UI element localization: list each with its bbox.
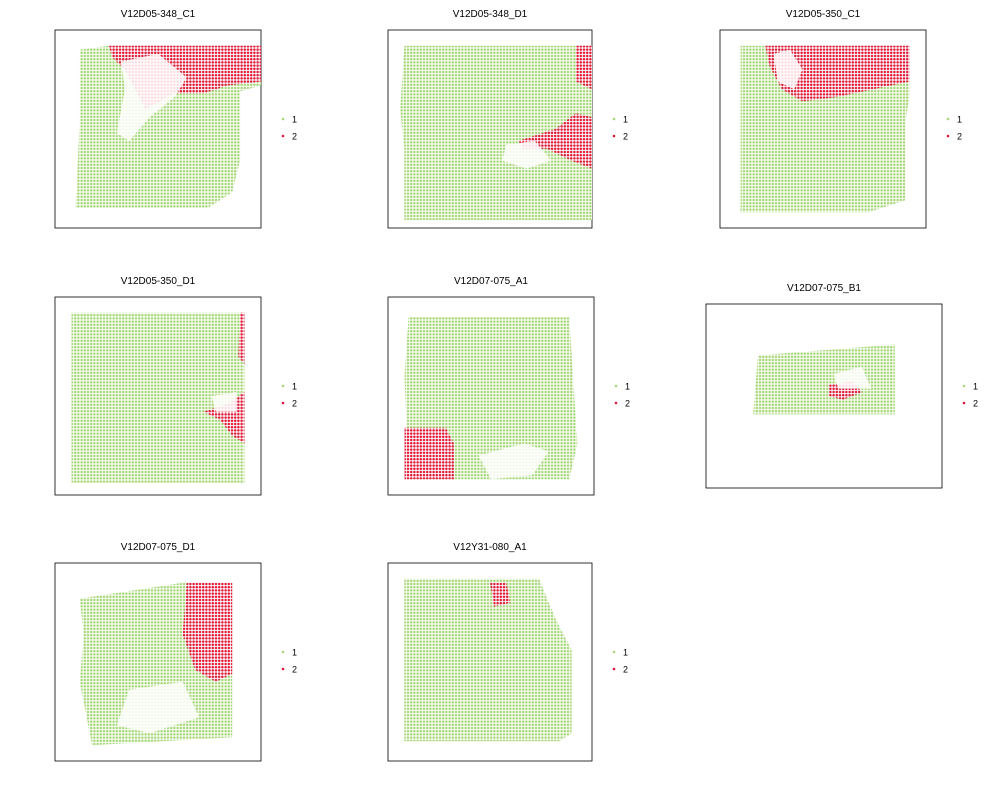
panel-1: V12D05-348_D1 1 2 <box>387 9 628 229</box>
panel-0: V12D05-348_C1 1 2 <box>54 9 297 229</box>
panel-2: V12D05-350_C1 1 2 <box>719 9 962 229</box>
legend-label-2: 2 <box>292 399 297 409</box>
legend-label-2: 2 <box>957 132 962 142</box>
panel-4: V12D07-075_A1 1 2 <box>387 276 630 496</box>
legend-label-1: 1 <box>292 382 297 392</box>
legend-label-2: 2 <box>292 665 297 675</box>
legend-key-1 <box>946 117 950 121</box>
panel-frame <box>387 562 593 762</box>
legend-label-1: 1 <box>292 648 297 658</box>
legend-key-2 <box>614 401 618 405</box>
tissue-gap <box>502 140 552 169</box>
cluster-1-spots <box>400 45 592 221</box>
legend-key-2 <box>281 401 285 405</box>
cluster-2-region <box>404 427 454 480</box>
legend-key-1 <box>962 384 966 388</box>
cluster-1-spots <box>71 312 245 484</box>
cluster-2-region <box>575 45 592 90</box>
panel-title: V12D05-348_D1 <box>453 9 528 20</box>
legend-label-1: 1 <box>292 115 297 125</box>
cluster-1-spots <box>753 344 895 415</box>
tissue-gap <box>116 53 187 141</box>
legend-label-2: 2 <box>973 399 978 409</box>
legend-label-1: 1 <box>623 115 628 125</box>
legend-key-1 <box>614 384 618 388</box>
legend-key-2 <box>962 401 966 405</box>
panel-frame <box>54 29 262 229</box>
legend-key-2 <box>281 134 285 138</box>
legend-label-2: 2 <box>623 132 628 142</box>
panel-frame <box>54 296 262 496</box>
panel-title: V12Y31-080_A1 <box>453 542 527 553</box>
panel-frame <box>54 562 262 762</box>
legend-key-1 <box>612 117 616 121</box>
legend-key-1 <box>612 650 616 654</box>
tissue-gap <box>833 366 872 389</box>
panel-7: V12Y31-080_A1 1 2 <box>387 542 628 762</box>
legend-label-2: 2 <box>625 399 630 409</box>
cluster-2-region <box>765 45 910 102</box>
panel-title: V12D07-075_A1 <box>454 276 528 287</box>
panel-title: V12D05-350_C1 <box>786 9 861 20</box>
cluster-2-region <box>238 312 245 365</box>
panel-3: V12D05-350_D1 1 2 <box>54 276 297 496</box>
legend-label-2: 2 <box>292 132 297 142</box>
tissue-gap <box>211 392 237 412</box>
cluster-2-region <box>518 113 592 169</box>
legend-label-1: 1 <box>623 648 628 658</box>
legend-key-2 <box>612 667 616 671</box>
panel-frame <box>705 303 943 489</box>
panel-5: V12D07-075_B1 1 2 <box>705 283 978 489</box>
legend-key-1 <box>281 650 285 654</box>
legend-key-1 <box>281 384 285 388</box>
cluster-1-spots <box>404 578 572 742</box>
panel-title: V12D05-350_D1 <box>121 276 196 287</box>
tissue-gap <box>116 681 200 734</box>
tissue-gap <box>773 49 803 90</box>
panel-frame <box>387 296 595 496</box>
legend-key-1 <box>281 117 285 121</box>
panel-title: V12D07-075_D1 <box>121 542 196 553</box>
cluster-2-region <box>182 582 233 682</box>
legend-label-1: 1 <box>625 382 630 392</box>
panel-title: V12D05-348_C1 <box>121 9 196 20</box>
legend-key-2 <box>612 134 616 138</box>
legend-key-2 <box>281 667 285 671</box>
tissue-gap <box>478 443 549 480</box>
legend-label-2: 2 <box>623 665 628 675</box>
panel-frame <box>719 29 927 229</box>
cluster-2-region <box>490 582 511 607</box>
legend-label-1: 1 <box>957 115 962 125</box>
legend-key-2 <box>946 134 950 138</box>
panel-title: V12D07-075_B1 <box>787 283 861 294</box>
legend-label-1: 1 <box>973 382 978 392</box>
panel-6: V12D07-075_D1 1 2 <box>54 542 297 762</box>
